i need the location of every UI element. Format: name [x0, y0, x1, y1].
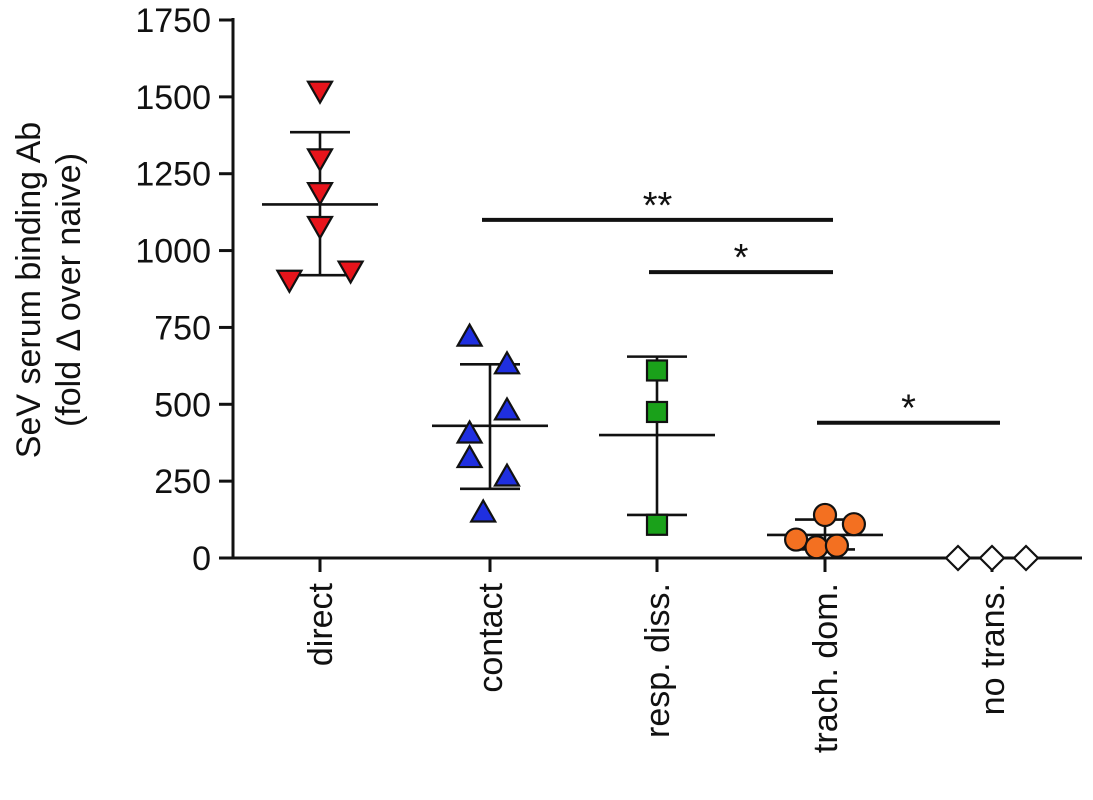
y-tick-label: 250 [154, 463, 211, 501]
significance-annotations: **** [482, 185, 1000, 430]
y-axis-title-line2: (fold Δ over naive) [50, 153, 88, 427]
data-point-contact [493, 350, 521, 375]
significance-label: ** [643, 185, 673, 227]
data-point-contact [493, 462, 521, 487]
data-point-no-trans [944, 544, 972, 572]
data-point-no-trans [1012, 544, 1040, 572]
y-tick-label: 1250 [135, 156, 211, 194]
data-point-direct [306, 215, 334, 241]
data-point-direct [336, 260, 365, 285]
data-point-resp-diss [645, 400, 669, 424]
y-tick-label: 1000 [135, 233, 211, 271]
data-point-trach-dom [804, 535, 829, 560]
y-axis-title-line1: SeV serum binding Ab [10, 122, 48, 458]
data-point-resp-diss [645, 359, 669, 382]
y-tick-label: 1750 [135, 2, 211, 40]
x-category-label: trach. dom. [807, 583, 845, 753]
data-point-direct [306, 80, 334, 105]
data-point-contact [455, 419, 484, 444]
data-point-no-trans [978, 544, 1006, 572]
data-point-trach-dom [841, 512, 867, 537]
y-tick-label: 750 [154, 309, 211, 347]
y-tick-label: 500 [154, 386, 211, 424]
data-point-contact [469, 498, 498, 523]
x-category-label: no trans. [974, 583, 1012, 715]
data-point-direct [306, 182, 334, 207]
data-point-trach-dom [783, 527, 809, 552]
data-point-contact [455, 322, 484, 347]
data-points [275, 80, 1040, 572]
data-point-trach-dom [824, 533, 850, 558]
significance-label: * [734, 237, 749, 279]
x-category-label: contact [472, 582, 510, 692]
data-point-direct [306, 148, 334, 173]
y-tick-label: 0 [192, 540, 211, 578]
data-point-contact [455, 443, 484, 469]
y-tick-label: 1500 [135, 79, 211, 117]
significance-label: * [901, 388, 916, 430]
data-point-trach-dom [812, 502, 838, 528]
x-axis-category-labels: direct contact resp. diss. trach. dom. no tr… [302, 558, 1012, 753]
data-point-direct [275, 269, 304, 294]
x-category-label: resp. diss. [639, 583, 677, 738]
error-bars [262, 130, 883, 551]
data-point-resp-diss [645, 513, 669, 536]
x-category-label: direct [302, 582, 340, 666]
y-axis-ticks: 0 250 500 750 1000 1250 1500 1750 [135, 2, 233, 578]
data-point-contact [493, 396, 521, 421]
